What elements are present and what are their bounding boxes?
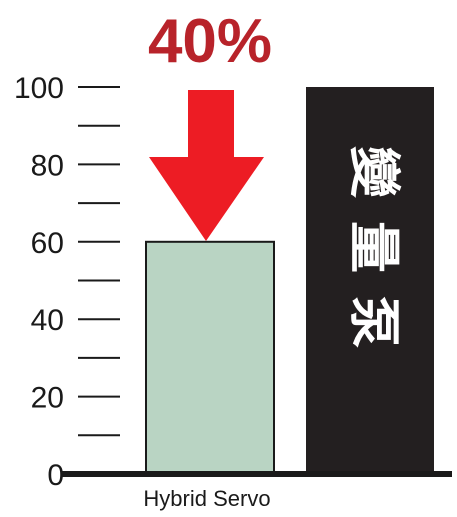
y-tick-label: 100 [14,72,64,105]
y-tick-label: 20 [31,382,64,415]
bar-hybrid-servo [145,240,275,475]
decrease-arrow-icon [149,90,264,241]
y-tick-label: 40 [31,304,64,337]
category-labels: Hybrid Servo [143,486,270,511]
bar-variable-pump [306,87,434,474]
bar-inner-label-char: 量 [343,221,403,273]
reduction-annotation: 40% [148,7,272,76]
bar-inner-label-char: 泵 [343,296,403,348]
y-tick-label: 60 [31,227,64,260]
y-tick-label: 80 [31,149,64,182]
bar-inner-label-char: 變 [343,146,403,198]
bars: 變量泵 [145,87,434,475]
y-tick-label: 0 [47,459,64,492]
y-axis-ticks: 0 20 40 60 80 100 [14,72,120,492]
x-category-label: Hybrid Servo [143,486,270,511]
